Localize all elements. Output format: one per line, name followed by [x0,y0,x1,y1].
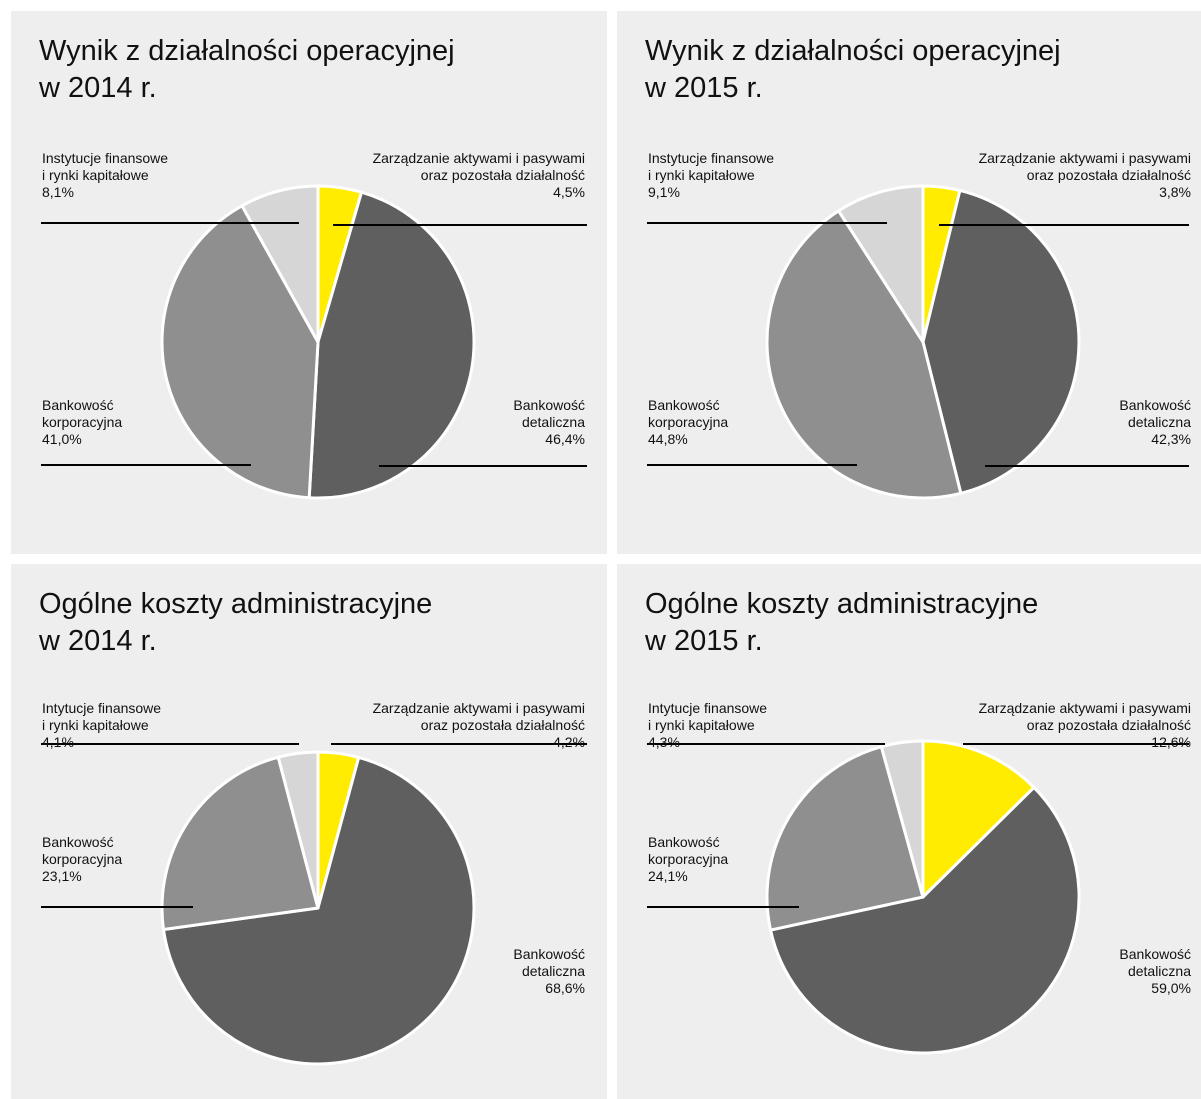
pie-slice-bankowosc-korporacyjna [160,755,320,931]
label-line: oraz pozostała działalność [1026,717,1191,733]
chart-title-line-1: Wynik z działalności operacyjnej [645,35,1061,67]
chart-panel-admin-costs-2015: Ogólne koszty administracyjne w 2015 r. … [617,564,1201,1099]
chart-title-line-2: w 2014 r. [39,625,157,657]
pie-slice-bankowosc-korporacyjna [765,209,963,500]
pie-slice-bankowosc-korporacyjna [160,204,320,500]
chart-title-line-1: Ogólne koszty administracyjne [39,588,433,620]
label-financial-institutions: Intytucje finansowe i rynki kapitałowe 4… [648,700,767,751]
label-line: oraz pozostała działalność [420,167,585,183]
label-retail-banking: Bankowość detaliczna 59,0% [1119,946,1191,997]
chart-title-line-1: Wynik z działalności operacyjnej [39,35,455,67]
label-line: oraz pozostała działalność [1026,167,1191,183]
data-label: 42,3% [1151,431,1191,447]
data-label: 4,2% [553,734,585,750]
label-line: Zarządzanie aktywami i pasywami [372,150,585,166]
data-label: 4,3% [648,734,680,750]
label-line: korporacyjna [648,414,729,430]
chart-panel-operating-result-2015: Wynik z działalności operacyjnej w 2015 … [617,11,1201,554]
label-line: Bankowość [42,397,114,413]
data-label: 8,1% [42,184,74,200]
label-line: Bankowość [513,946,585,962]
chart-title: Wynik z działalności operacyjnej w 2015 … [645,33,1061,107]
data-label: 59,0% [1151,980,1191,996]
label-line: korporacyjna [42,414,123,430]
label-corporate-banking: Bankowość korporacyjna 24,1% [648,834,728,885]
label-retail-banking: Bankowość detaliczna 42,3% [1119,397,1191,448]
data-label: 4,1% [42,734,74,750]
pie-slice-bankowosc-detaliczna [921,188,1081,495]
label-line: oraz pozostała działalność [420,717,585,733]
label-line: Bankowość [648,834,720,850]
label-line: Zarządzanie aktywami i pasywami [978,150,1191,166]
label-line: Instytucje finansowe [648,150,775,166]
label-line: detaliczna [1127,414,1191,430]
pie-slice-intytucje-finansowe-i-rynki-kapitalowe [879,739,925,899]
chart-panel-admin-costs-2014: Ogólne koszty administracyjne w 2014 r. … [11,564,607,1099]
data-label: 9,1% [648,184,680,200]
label-financial-institutions: Instytucje finansowe i rynki kapitałowe … [42,150,168,201]
data-label: 3,8% [1159,184,1191,200]
label-asset-liability-management: Zarządzanie aktywami i pasywami oraz poz… [373,700,585,751]
pie-slice-bankowosc-detaliczna [161,755,476,1066]
label-line: Intytucje finansowe [42,700,162,716]
label-line: Intytucje finansowe [648,700,768,716]
label-financial-institutions: Instytucje finansowe i rynki kapitałowe … [648,150,774,201]
label-line: Bankowość [1119,397,1191,413]
pie-slice-bankowosc-detaliczna [307,190,476,500]
label-line: i rynki kapitałowe [648,717,755,733]
data-label: 68,6% [545,980,585,996]
pie-chart [41,184,587,500]
label-line: Bankowość [648,397,720,413]
pie-slice-instytucje-finansowe-i-rynki-kapitalowe [240,184,320,344]
chart-title-line-2: w 2014 r. [39,72,157,104]
label-retail-banking: Bankowość detaliczna 46,4% [513,397,585,448]
label-asset-liability-management: Zarządzanie aktywami i pasywami oraz poz… [979,700,1191,751]
label-line: korporacyjna [42,851,123,867]
data-label: 4,5% [553,184,585,200]
label-line: Bankowość [42,834,114,850]
label-line: Bankowość [1119,946,1191,962]
label-line: i rynki kapitałowe [42,167,149,183]
label-line: detaliczna [521,414,585,430]
label-financial-institutions: Intytucje finansowe i rynki kapitałowe 4… [42,700,161,751]
pie-chart [41,743,587,1066]
label-line: i rynki kapitałowe [648,167,755,183]
label-asset-liability-management: Zarządzanie aktywami i pasywami oraz poz… [373,150,585,201]
label-line: Zarządzanie aktywami i pasywami [978,700,1191,716]
label-line: detaliczna [1127,963,1191,979]
pie-slice-bankowosc-detaliczna [769,785,1081,1055]
data-label: 41,0% [42,431,82,447]
chart-title-line-1: Ogólne koszty administracyjne [645,588,1039,620]
pie-slice-bankowosc-korporacyjna [765,745,925,932]
pie-chart [647,739,1189,1055]
chart-title-line-2: w 2015 r. [645,72,763,104]
label-corporate-banking: Bankowość korporacyjna 44,8% [648,397,728,448]
label-line: Zarządzanie aktywami i pasywami [372,700,585,716]
chart-panel-operating-result-2014: Wynik z działalności operacyjnej w 2014 … [11,11,607,554]
chart-title: Ogólne koszty administracyjne w 2015 r. [645,586,1038,660]
label-line: detaliczna [521,963,585,979]
label-line: i rynki kapitałowe [42,717,149,733]
chart-title-line-2: w 2015 r. [645,625,763,657]
chart-title: Wynik z działalności operacyjnej w 2014 … [39,33,455,107]
data-label: 12,6% [1151,734,1191,750]
label-corporate-banking: Bankowość korporacyjna 41,0% [42,397,122,448]
pie-slice-instytucje-finansowe-i-rynki-kapitalowe [837,184,925,344]
data-label: 44,8% [648,431,688,447]
label-line: Bankowość [513,397,585,413]
pie-slice-intytucje-finansowe-i-rynki-kapitalowe [276,750,320,910]
data-label: 23,1% [42,868,82,884]
data-label: 24,1% [648,868,688,884]
pie-chart [647,184,1189,500]
pie-slice-zarzadzanie-aktywami-i-pasywami-oraz-pozostala-dzialalnosc [921,739,1036,899]
label-retail-banking: Bankowość detaliczna 68,6% [513,946,585,997]
label-asset-liability-management: Zarządzanie aktywami i pasywami oraz poz… [979,150,1191,201]
chart-title: Ogólne koszty administracyjne w 2014 r. [39,586,432,660]
label-corporate-banking: Bankowość korporacyjna 23,1% [42,834,122,885]
data-label: 46,4% [545,431,585,447]
label-line: Instytucje finansowe [42,150,169,166]
label-line: korporacyjna [648,851,729,867]
